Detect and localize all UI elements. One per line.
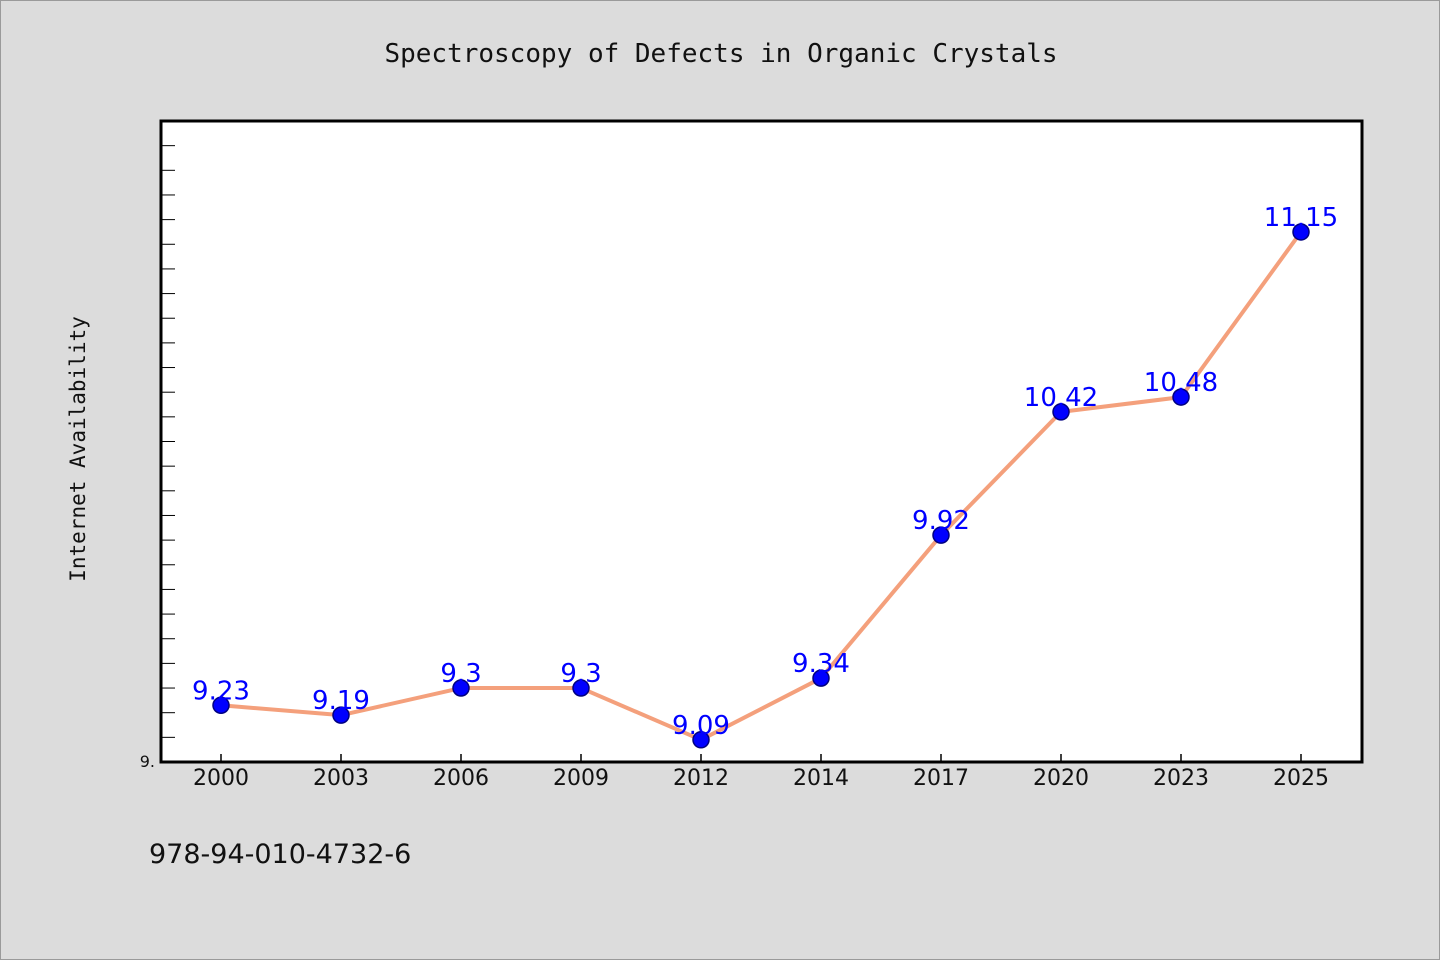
- series-layer: 9.23 9.19 9.3 9.3 9.09 9.34 9.92 10.42 10.48 11.1…: [192, 203, 1338, 749]
- x-tick-label: 2006: [433, 766, 489, 791]
- data-label: 10.48: [1144, 368, 1218, 398]
- data-label: 9.92: [912, 506, 970, 536]
- x-tick-label: 2012: [673, 766, 729, 791]
- data-label: 9.23: [192, 676, 250, 706]
- data-point: [212, 696, 230, 715]
- y-axis-label: Internet Availability: [66, 316, 90, 582]
- data-point: [812, 669, 830, 687]
- x-tick-label: 2023: [1153, 766, 1209, 791]
- data-point: [1052, 403, 1070, 421]
- data-label: 10.42: [1024, 383, 1098, 413]
- data-point: [452, 679, 470, 697]
- data-label: 9.34: [792, 649, 850, 679]
- data-point: [1172, 388, 1190, 406]
- plot-area: [161, 121, 1362, 762]
- data-point: [572, 679, 590, 697]
- x-tick-label: 2020: [1033, 766, 1089, 791]
- plot-frame: [159, 119, 1364, 764]
- x-tick-label: 2009: [553, 766, 609, 791]
- x-tick-label: 2003: [313, 766, 369, 791]
- data-label: 9.19: [312, 686, 370, 716]
- isbn-footer: 978-94-010-4732-6: [149, 839, 411, 870]
- data-label: 9.09: [672, 711, 730, 741]
- chart-title: Spectroscopy of Defects in Organic Cryst…: [384, 39, 1057, 69]
- x-tick-label: 2017: [913, 766, 969, 791]
- data-point: [932, 526, 950, 544]
- x-tick-label: 2000: [193, 766, 249, 791]
- data-point: [692, 731, 710, 749]
- data-point: [332, 706, 350, 724]
- x-tick-label: 2025: [1273, 766, 1329, 791]
- axis-ticks: 9. 2000 2003 2006 2009 2012 2014 2017 2020 2023 20…: [140, 145, 1329, 791]
- series-line: [219, 229, 1303, 742]
- y-tick-label: 9.: [140, 752, 155, 771]
- x-tick-label: 2014: [793, 766, 849, 791]
- data-point: [1292, 223, 1310, 241]
- data-label: 11.15: [1264, 203, 1338, 233]
- data-label: 9.3: [560, 659, 601, 689]
- data-label: 9.3: [440, 659, 481, 689]
